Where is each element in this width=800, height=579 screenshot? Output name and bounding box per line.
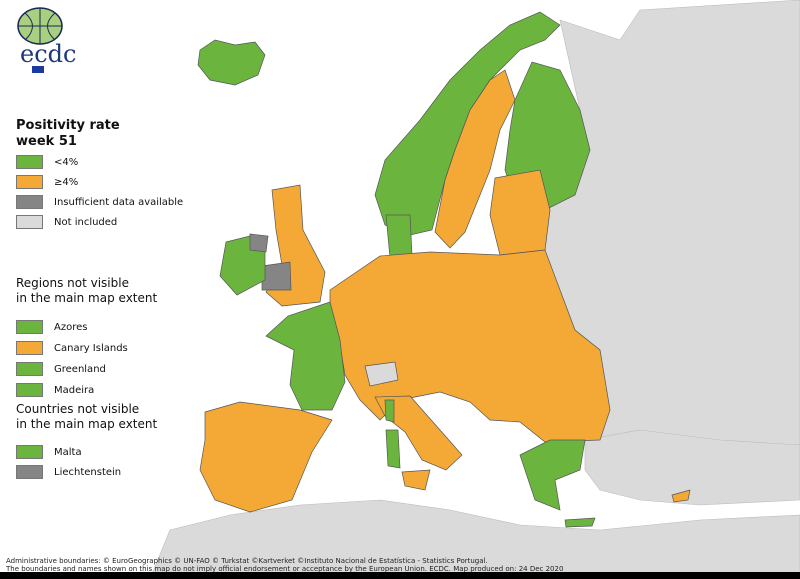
legend-label: Malta (54, 446, 82, 458)
countries-heading: Countries not visible in the main map ex… (16, 402, 157, 432)
region-sardinia (385, 429, 401, 469)
region-cyprus (671, 489, 691, 503)
legend-label: Not included (54, 216, 118, 228)
legend-item: ≥4% (16, 175, 78, 189)
countries-heading-line1: Countries not visible (16, 402, 140, 416)
region-france-west (265, 301, 346, 411)
ecdc-logo: ecdc (10, 4, 100, 74)
region-norway (374, 11, 561, 236)
legend-swatch (16, 465, 43, 479)
region-denmark (385, 214, 413, 259)
legend-item: Insufficient data available (16, 195, 183, 209)
legend-item: Madeira (16, 383, 94, 397)
legend-label: <4% (54, 156, 79, 168)
legend-item: Malta (16, 445, 82, 459)
legend-swatch (16, 155, 43, 169)
legend-swatch (16, 215, 43, 229)
legend-title: Positivity rate (16, 118, 120, 133)
regions-heading-line2: in the main map extent (16, 291, 158, 305)
legend-label: Insufficient data available (54, 196, 184, 208)
legend-swatch (16, 175, 43, 189)
legend-item: Liechtenstein (16, 465, 121, 479)
countries-heading-line2: in the main map extent (16, 417, 158, 431)
north-africa-land (149, 499, 800, 579)
region-iberia (199, 401, 333, 513)
footer-line1: Administrative boundaries: © EuroGeograp… (6, 557, 488, 565)
region-sweden (434, 69, 516, 249)
legend: Positivity rate week 51 (16, 118, 120, 150)
footer: Administrative boundaries: © EuroGeograp… (6, 557, 563, 573)
turkey-land (584, 429, 800, 506)
legend-swatch (16, 383, 43, 397)
bottom-bar (0, 572, 800, 579)
legend-label: Greenland (54, 363, 106, 375)
region-sicily (401, 469, 431, 491)
globe-icon: ecdc (17, 7, 76, 73)
legend-item: Canary Islands (16, 341, 128, 355)
svg-text:ecdc: ecdc (20, 40, 76, 68)
legend-label: Canary Islands (54, 342, 128, 354)
legend-swatch (16, 362, 43, 376)
region-baltics (489, 169, 551, 256)
legend-swatch (16, 445, 43, 459)
legend-item: <4% (16, 155, 78, 169)
legend-label: Azores (54, 321, 88, 333)
legend-label: Madeira (54, 384, 95, 396)
legend-item: Greenland (16, 362, 106, 376)
legend-label: ≥4% (54, 176, 79, 188)
region-northern-ireland (249, 233, 269, 253)
region-switzerland (364, 361, 399, 387)
region-iceland (197, 39, 266, 86)
footer-line2: The boundaries and names shown on this m… (6, 565, 564, 573)
legend-subtitle: week 51 (16, 134, 77, 149)
region-greece (519, 439, 586, 511)
region-corsica (384, 399, 395, 423)
regions-heading-line1: Regions not visible (16, 276, 129, 290)
regions-heading: Regions not visible in the main map exte… (16, 276, 157, 306)
region-continent (329, 249, 611, 443)
legend-label: Liechtenstein (54, 466, 122, 478)
region-wales (261, 261, 292, 291)
legend-item: Azores (16, 320, 87, 334)
legend-swatch (16, 195, 43, 209)
region-crete (564, 517, 596, 528)
legend-swatch (16, 341, 43, 355)
legend-swatch (16, 320, 43, 334)
legend-item: Not included (16, 215, 117, 229)
